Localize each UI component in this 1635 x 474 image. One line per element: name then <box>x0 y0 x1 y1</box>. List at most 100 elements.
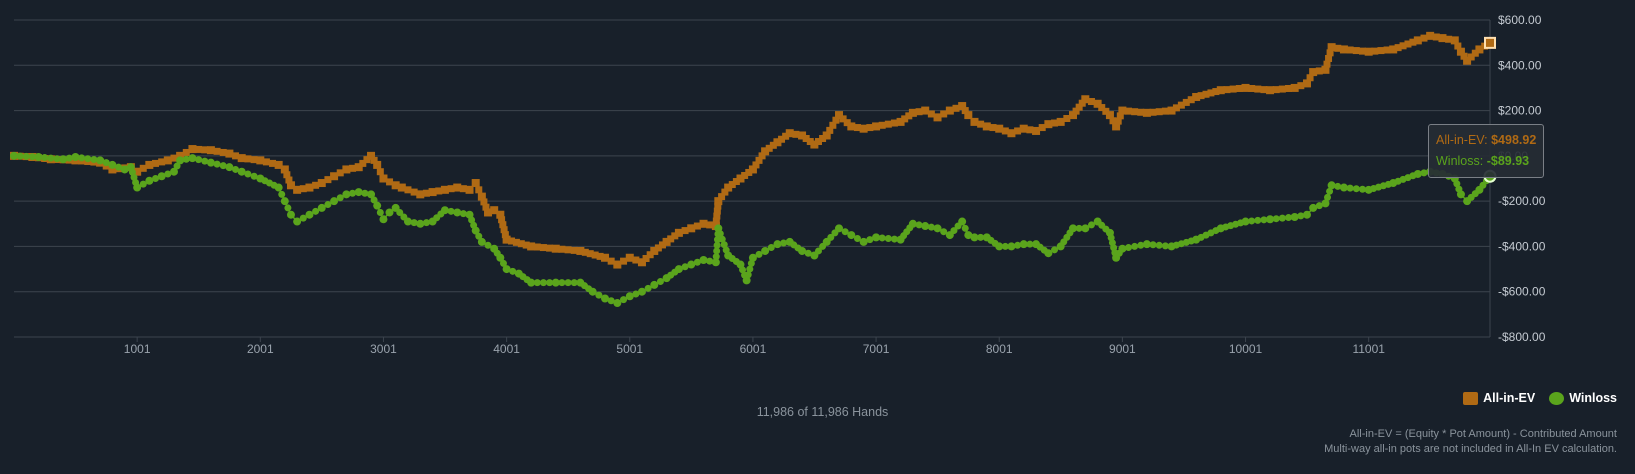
legend-item-winloss[interactable]: Winloss <box>1549 391 1617 405</box>
ev-marker <box>1235 84 1243 92</box>
x-tick-label: 5001 <box>616 342 643 356</box>
ev-point <box>908 108 917 117</box>
ev-marker <box>359 159 367 167</box>
wl-point <box>354 188 363 197</box>
ev-marker <box>170 154 178 162</box>
wl-point <box>34 152 43 161</box>
ev-point <box>373 160 382 169</box>
ev-point <box>527 242 536 251</box>
ev-marker <box>758 152 766 160</box>
ev-point <box>286 181 295 190</box>
wl-marker <box>1278 214 1286 222</box>
legend-item-all-in-ev[interactable]: All-in-EV <box>1463 391 1535 405</box>
ev-marker <box>336 169 344 177</box>
wl-marker <box>977 233 985 241</box>
wl-marker <box>716 230 724 238</box>
ev-marker <box>826 126 834 134</box>
ev-point <box>330 172 339 181</box>
ev-point <box>1321 65 1330 74</box>
ev-line <box>13 35 1491 266</box>
ev-marker <box>201 146 209 154</box>
wl-marker <box>1137 241 1145 249</box>
wl-marker <box>324 201 332 209</box>
wl-marker <box>284 204 292 212</box>
wl-marker <box>1297 212 1305 220</box>
wl-marker <box>533 279 541 287</box>
ev-marker <box>884 120 892 128</box>
ev-marker <box>728 181 736 189</box>
wl-marker <box>41 154 49 162</box>
ev-marker <box>1352 47 1360 55</box>
wl-point <box>440 206 449 215</box>
ev-point <box>188 145 197 154</box>
ev-point <box>674 228 683 237</box>
y-axis-ticks: $600.00$400.00$200.00$0.00-$200.00-$400.… <box>1498 13 1546 344</box>
ev-marker <box>671 232 679 240</box>
series-all-in-ev[interactable] <box>10 31 1494 269</box>
ev-point <box>471 179 480 188</box>
ev-marker <box>1051 119 1059 127</box>
ev-marker <box>1207 89 1215 97</box>
wl-marker <box>767 244 775 252</box>
ev-point <box>822 131 831 140</box>
ev-marker <box>1202 90 1210 98</box>
ev-marker <box>752 161 760 169</box>
ev-point <box>1450 36 1459 45</box>
ev-point <box>798 131 807 140</box>
ev-marker <box>1383 46 1391 54</box>
wl-marker <box>1087 221 1095 229</box>
wl-point <box>1321 199 1330 208</box>
ev-marker <box>654 244 662 252</box>
wl-point <box>176 156 185 165</box>
ev-marker <box>1001 127 1009 135</box>
wl-marker <box>195 156 203 164</box>
wl-point <box>225 163 234 172</box>
ev-marker <box>410 188 418 196</box>
y-tick-label: $600.00 <box>1498 13 1542 27</box>
ev-marker <box>1063 114 1071 122</box>
wl-marker <box>539 279 547 287</box>
ev-marker <box>1272 86 1280 94</box>
wl-marker <box>22 152 30 160</box>
wl-point <box>373 201 382 210</box>
series-winloss[interactable] <box>10 151 1494 308</box>
ev-point <box>601 253 610 262</box>
square-marker-icon <box>1463 391 1479 405</box>
wl-point <box>1081 224 1090 233</box>
wl-marker <box>866 236 874 244</box>
y-tick-label: -$200.00 <box>1498 194 1546 208</box>
wl-point <box>588 287 597 296</box>
ev-point <box>847 122 856 131</box>
ev-point <box>1364 47 1373 56</box>
ev-marker <box>475 186 483 194</box>
tooltip-wl-value: -$89.93 <box>1486 154 1530 168</box>
wl-point <box>1007 242 1016 251</box>
ev-point <box>428 188 437 197</box>
ev-point <box>465 185 474 194</box>
ev-marker <box>324 176 332 184</box>
ev-point <box>724 183 733 192</box>
ev-marker <box>814 138 822 146</box>
wl-marker <box>1014 241 1022 249</box>
x-axis-ticks: 1001 2001 3001 4001 5001 6001 7001 8001 9001 1000… <box>124 342 1385 356</box>
ev-point <box>1007 129 1016 138</box>
y-tick-label: $400.00 <box>1498 58 1542 72</box>
ev-point <box>1339 45 1348 54</box>
wl-point <box>206 158 215 167</box>
ev-marker <box>642 255 650 263</box>
wl-marker <box>78 154 86 162</box>
ev-marker <box>250 156 258 164</box>
ev-point <box>163 156 172 165</box>
wl-point <box>711 258 720 267</box>
wl-marker <box>878 234 886 242</box>
wl-marker <box>739 266 747 274</box>
wl-marker <box>713 247 721 255</box>
wl-point <box>96 156 105 165</box>
wl-marker <box>1324 193 1332 201</box>
ev-marker <box>1038 124 1046 132</box>
ev-point <box>1112 122 1121 131</box>
ev-point <box>1463 56 1472 65</box>
ev-marker <box>1432 33 1440 41</box>
ev-marker <box>1315 67 1323 75</box>
